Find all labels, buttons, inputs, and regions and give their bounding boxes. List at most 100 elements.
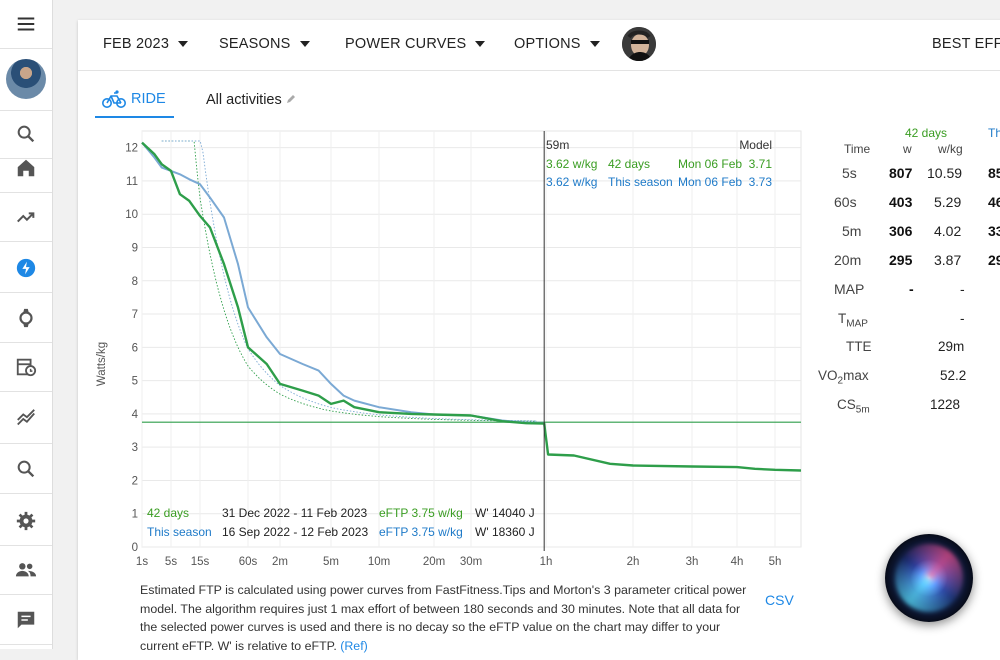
model-header: Model (739, 138, 772, 152)
x-tick-label: 1s (136, 556, 148, 568)
calendar-icon (16, 358, 37, 377)
toolbar: FEB 2023 SEASONS POWER CURVES OPTIONS BE… (78, 20, 1000, 71)
explanation-text: Estimated FTP is calculated using power … (140, 583, 747, 653)
ann-row2-date: Mon 06 Feb (678, 175, 742, 189)
stats-header-wkg: w/kg (938, 142, 963, 156)
stats-cell-wkg: - (960, 281, 965, 297)
cursor-time-label: 59m (546, 138, 569, 152)
sidebar-people[interactable] (0, 546, 52, 595)
legend-42days-name: 42 days (147, 506, 189, 520)
stats-cell-w: 807 (889, 165, 913, 181)
stats-cell-time: 20m (834, 252, 862, 268)
seasons-dropdown[interactable]: SEASONS (219, 36, 310, 52)
sidebar-fitness[interactable] (0, 193, 52, 242)
all-activities-filter[interactable]: All activities (206, 92, 296, 108)
y-tick-label: 8 (132, 276, 138, 288)
siri-glow (895, 544, 963, 612)
user-avatar-button[interactable] (0, 48, 52, 111)
month-dropdown[interactable]: FEB 2023 (103, 36, 189, 52)
x-tick-label: 10m (368, 556, 390, 568)
options-label: OPTIONS (514, 36, 581, 52)
stats-cell-w: 306 (889, 223, 913, 239)
legend-42days-wprime: W' 14040 J (475, 506, 535, 520)
stats-cell-wkg: 4.02 (934, 223, 962, 239)
eftp-explanation: Estimated FTP is calculated using power … (140, 581, 750, 655)
power-curves-dropdown[interactable]: POWER CURVES (345, 36, 486, 52)
sidebar-watch[interactable] (0, 294, 52, 343)
bike-icon (102, 90, 126, 108)
model-curve (161, 140, 537, 422)
legend-season-name: This season (147, 525, 212, 539)
siri-orb[interactable] (885, 534, 973, 622)
athlete-avatar[interactable] (622, 27, 656, 61)
best-efforts-button[interactable]: BEST EFFO (932, 36, 1000, 52)
sidebar-chat[interactable] (0, 596, 52, 645)
sidebar-power[interactable] (0, 244, 52, 293)
power-curves-label: POWER CURVES (345, 36, 467, 52)
y-tick-label: 5 (132, 376, 138, 388)
ann-row1-value: 3.62 w/kg (546, 157, 597, 171)
x-tick-label: 5s (165, 556, 177, 568)
sidebar-calendar[interactable] (0, 343, 52, 392)
stats-cell-extra: 29 (988, 252, 1000, 268)
menu-icon (17, 17, 35, 31)
stats-group-label-2: Th (988, 126, 1000, 140)
y-tick-label: 3 (132, 442, 138, 454)
series-lines (141, 141, 802, 472)
options-dropdown[interactable]: OPTIONS (514, 36, 600, 52)
x-tick-label: 2h (627, 556, 640, 568)
x-axis: 1s 5s 15s 60s 2m 5m 10m 20m 30m 1h 2h 3h 4h 5h (136, 556, 781, 568)
stats-cell-wkg: 5.29 (934, 194, 962, 210)
stats-cell-extra: 85 (988, 165, 1000, 181)
sidebar-compare[interactable] (0, 395, 52, 444)
stats-cell-time: 5s (842, 165, 857, 181)
tmap-label: TMAP (838, 311, 868, 330)
lightning-icon (16, 258, 36, 278)
stats-cell-extra: 33 (988, 223, 1000, 239)
pencil-icon (286, 95, 295, 103)
sidebar-home[interactable] (0, 144, 52, 193)
ann-row1-model: 3.71 (749, 157, 773, 171)
x-tick-label: 2m (272, 556, 288, 568)
stats-header-time: Time (844, 142, 871, 156)
legend-42days-eftp: eFTP 3.75 w/kg (379, 506, 463, 520)
legend-42days-range: 31 Dec 2022 - 11 Feb 2023 (222, 506, 368, 520)
seasons-label: SEASONS (219, 36, 291, 52)
watch-icon (19, 308, 33, 328)
y-tick-label: 12 (125, 143, 138, 155)
stats-cell-extra: 46 (988, 194, 1000, 210)
sidebar-search[interactable] (0, 110, 52, 159)
sidebar-search-2[interactable] (0, 445, 52, 494)
legend-season-range: 16 Sep 2022 - 12 Feb 2023 (222, 525, 368, 539)
tab-ride[interactable]: RIDE (95, 86, 174, 118)
y-tick-label: 1 (132, 509, 138, 521)
sidebar-settings[interactable] (0, 497, 52, 546)
menu-button[interactable] (0, 0, 52, 49)
stats-cell-time: 60s (834, 194, 857, 210)
ann-row2-label: This season (608, 175, 673, 189)
caret-down-icon (178, 41, 189, 47)
stats-group-label: 42 days (905, 126, 948, 140)
tab-ride-label: RIDE (131, 91, 166, 107)
ann-row1-date: Mon 06 Feb (678, 157, 742, 171)
y-tick-label: 6 (132, 342, 138, 354)
stats-cell-w: 403 (889, 194, 913, 210)
x-tick-label: 4h (731, 556, 744, 568)
tte-value: 29m (938, 339, 965, 354)
ref-link[interactable]: (Ref) (340, 638, 368, 653)
chart-grid (141, 130, 802, 548)
x-tick-label: 5h (769, 556, 782, 568)
people-icon (15, 563, 37, 577)
cs5m-label: CS5m (837, 397, 870, 416)
x-tick-label: 20m (423, 556, 445, 568)
y-tick-label: 9 (132, 242, 138, 254)
avatar (6, 59, 46, 99)
stats-cell-wkg: 3.87 (934, 252, 962, 268)
csv-button[interactable]: CSV (765, 592, 794, 608)
search-icon (17, 460, 35, 478)
y-tick-label: 11 (126, 176, 138, 188)
best-efforts-label: BEST EFFO (932, 36, 1000, 52)
x-tick-label: 30m (460, 556, 482, 568)
